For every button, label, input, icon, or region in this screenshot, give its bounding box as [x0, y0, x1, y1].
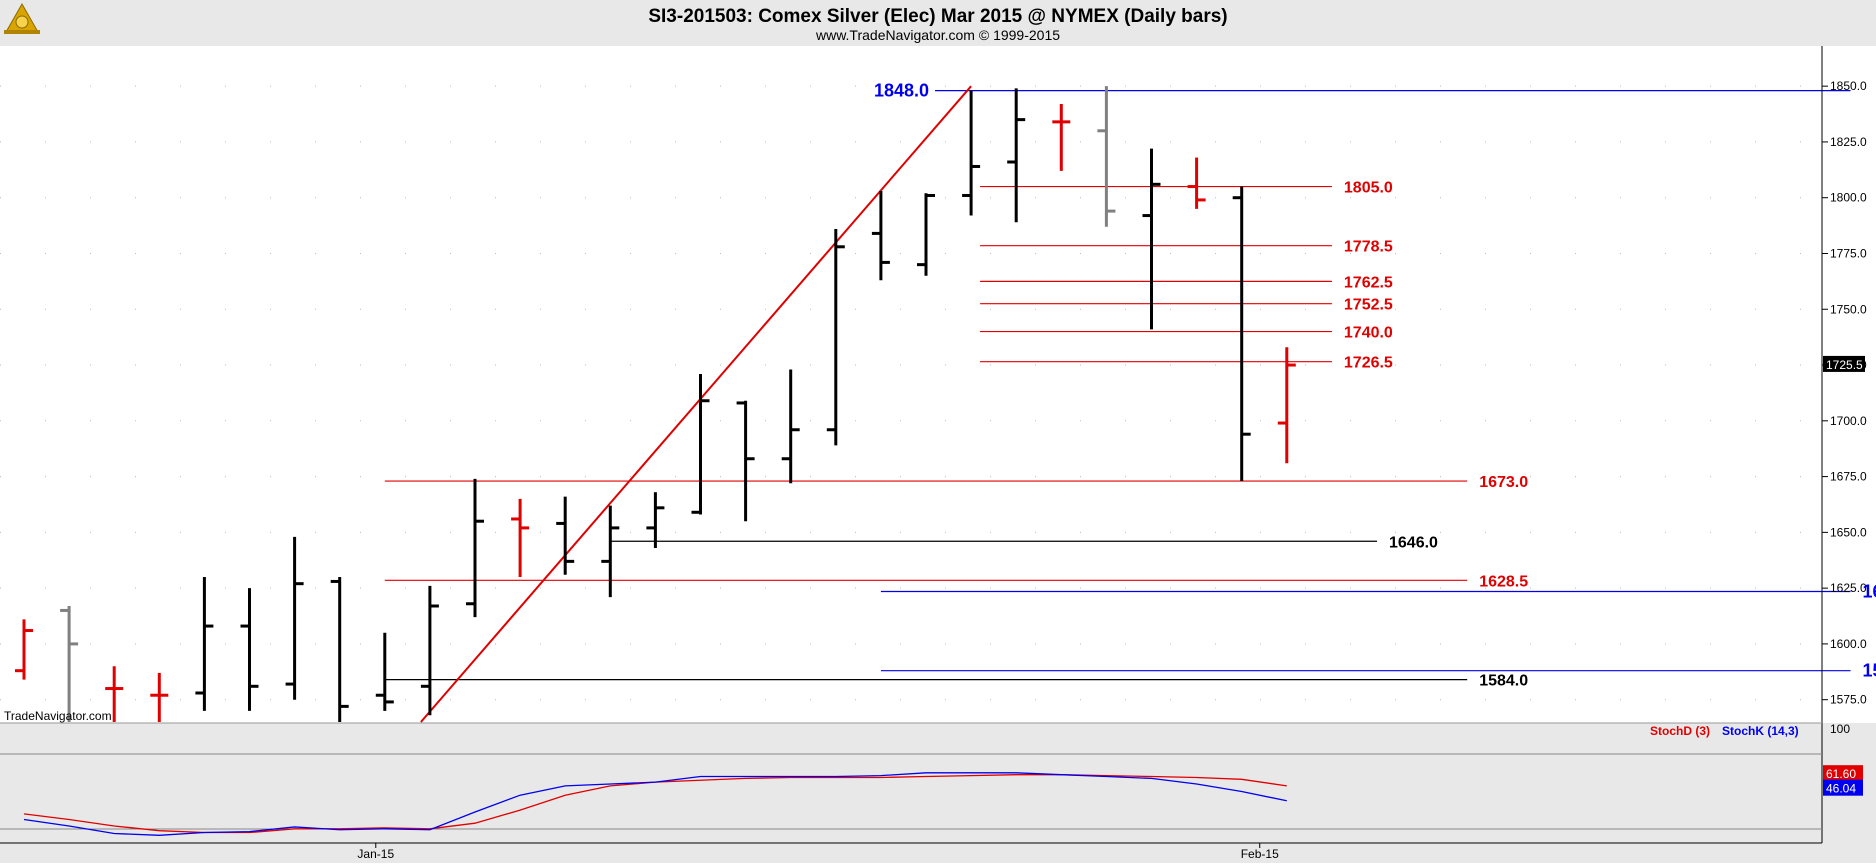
y-tick-label: 1750.0	[1830, 302, 1867, 316]
y-tick-label: 1650.0	[1830, 525, 1867, 539]
stoch-readout-box	[1823, 779, 1863, 796]
chart-subtitle: www.TradeNavigator.com © 1999-2015	[815, 27, 1060, 43]
horizontal-levels: 1848.0 1805.0 1778.5 1762.5 1752.5 1740.0 1726…	[384, 81, 1876, 690]
ohlc-bar	[646, 492, 665, 548]
ohlc-bar	[871, 191, 890, 281]
ohlc-bar	[1232, 186, 1251, 482]
trendline-segment	[420, 85, 972, 723]
level-label: 1588.0	[1863, 661, 1876, 681]
level-label: 1584.0	[1479, 673, 1528, 690]
ohlc-bar	[601, 505, 620, 598]
stoch-series-line	[23, 772, 1287, 836]
level-label: 1623.5	[1863, 581, 1876, 601]
ohlc-bar	[105, 666, 124, 722]
price-bars	[15, 86, 1296, 722]
ohlc-bar	[826, 228, 845, 446]
stoch-y-tick: 100	[1830, 722, 1850, 736]
ohlc-bar	[1052, 104, 1071, 171]
level-label: 1740.0	[1344, 325, 1393, 342]
ohlc-bar	[556, 496, 575, 575]
y-axis: 1850.01825.01800.01775.01750.01725.01700…	[1821, 46, 1867, 843]
level-label: 1778.5	[1344, 239, 1393, 256]
ohlc-bar	[511, 498, 530, 577]
stoch-readout-label: 61.60	[1826, 767, 1856, 781]
ohlc-bar	[917, 193, 935, 276]
x-tick-label: Jan-15	[357, 847, 394, 861]
stoch-readout-label: 46.04	[1826, 782, 1856, 796]
watermark-text: TradeNavigator.com	[4, 709, 112, 723]
y-tick-label: 1700.0	[1830, 414, 1867, 428]
ohlc-bar	[150, 672, 169, 722]
ohlc-bar	[285, 536, 304, 700]
ohlc-bar	[15, 619, 33, 680]
level-label: 1726.5	[1344, 355, 1393, 372]
y-tick-label: 1800.0	[1830, 191, 1867, 205]
level-label: 1805.0	[1344, 180, 1393, 197]
axis-background	[1822, 46, 1876, 723]
legend-stochk: StochK (14,3)	[1722, 724, 1799, 738]
ohlc-bar	[60, 605, 79, 722]
y-tick-label: 1625.0	[1830, 581, 1867, 595]
ohlc-bar	[1187, 157, 1206, 209]
ohlc-bar	[1142, 148, 1161, 330]
legend-stochd: StochD (3)	[1650, 724, 1710, 738]
y-tick-label: 1825.0	[1830, 135, 1867, 149]
level-label: 1673.0	[1479, 474, 1528, 491]
chart-title: SI3-201503: Comex Silver (Elec) Mar 2015…	[648, 6, 1227, 27]
x-tick-label: Feb-15	[1241, 847, 1279, 861]
ohlc-bar	[240, 588, 259, 711]
trendline	[420, 85, 972, 723]
level-label: 1848.0	[874, 81, 929, 101]
y-tick-label: 1850.0	[1830, 79, 1867, 93]
stoch-readout-box	[1823, 765, 1863, 782]
level-label: 1646.0	[1389, 534, 1438, 551]
level-label: 1628.5	[1479, 573, 1528, 590]
ohlc-bar	[375, 632, 394, 711]
y-tick-label: 1675.0	[1830, 470, 1867, 484]
ohlc-bar	[736, 400, 755, 522]
ohlc-bar	[1007, 88, 1026, 223]
ohlc-bar	[1277, 347, 1296, 464]
ohlc-bar	[962, 90, 981, 216]
ohlc-bar	[1097, 86, 1116, 227]
ohlc-bar	[781, 369, 800, 484]
ohlc-bar	[466, 478, 484, 618]
level-label: 1752.5	[1344, 297, 1393, 314]
last-price-box	[1823, 355, 1865, 372]
plot-background	[0, 46, 1822, 723]
last-price-label: 1725.5	[1826, 358, 1863, 372]
y-tick-label: 1775.0	[1830, 246, 1867, 260]
ohlc-bar	[691, 373, 710, 515]
ohlc-bar	[420, 585, 439, 716]
ohlc-bar	[330, 576, 349, 722]
level-label: 1762.5	[1344, 274, 1393, 291]
x-axis: Jan-15 Feb-15	[0, 842, 1822, 861]
y-tick-label: 1575.0	[1830, 693, 1867, 707]
y-tick-label: 1600.0	[1830, 637, 1867, 651]
ohlc-bar	[195, 576, 214, 711]
tradenavigator-logo-icon	[4, 2, 40, 34]
